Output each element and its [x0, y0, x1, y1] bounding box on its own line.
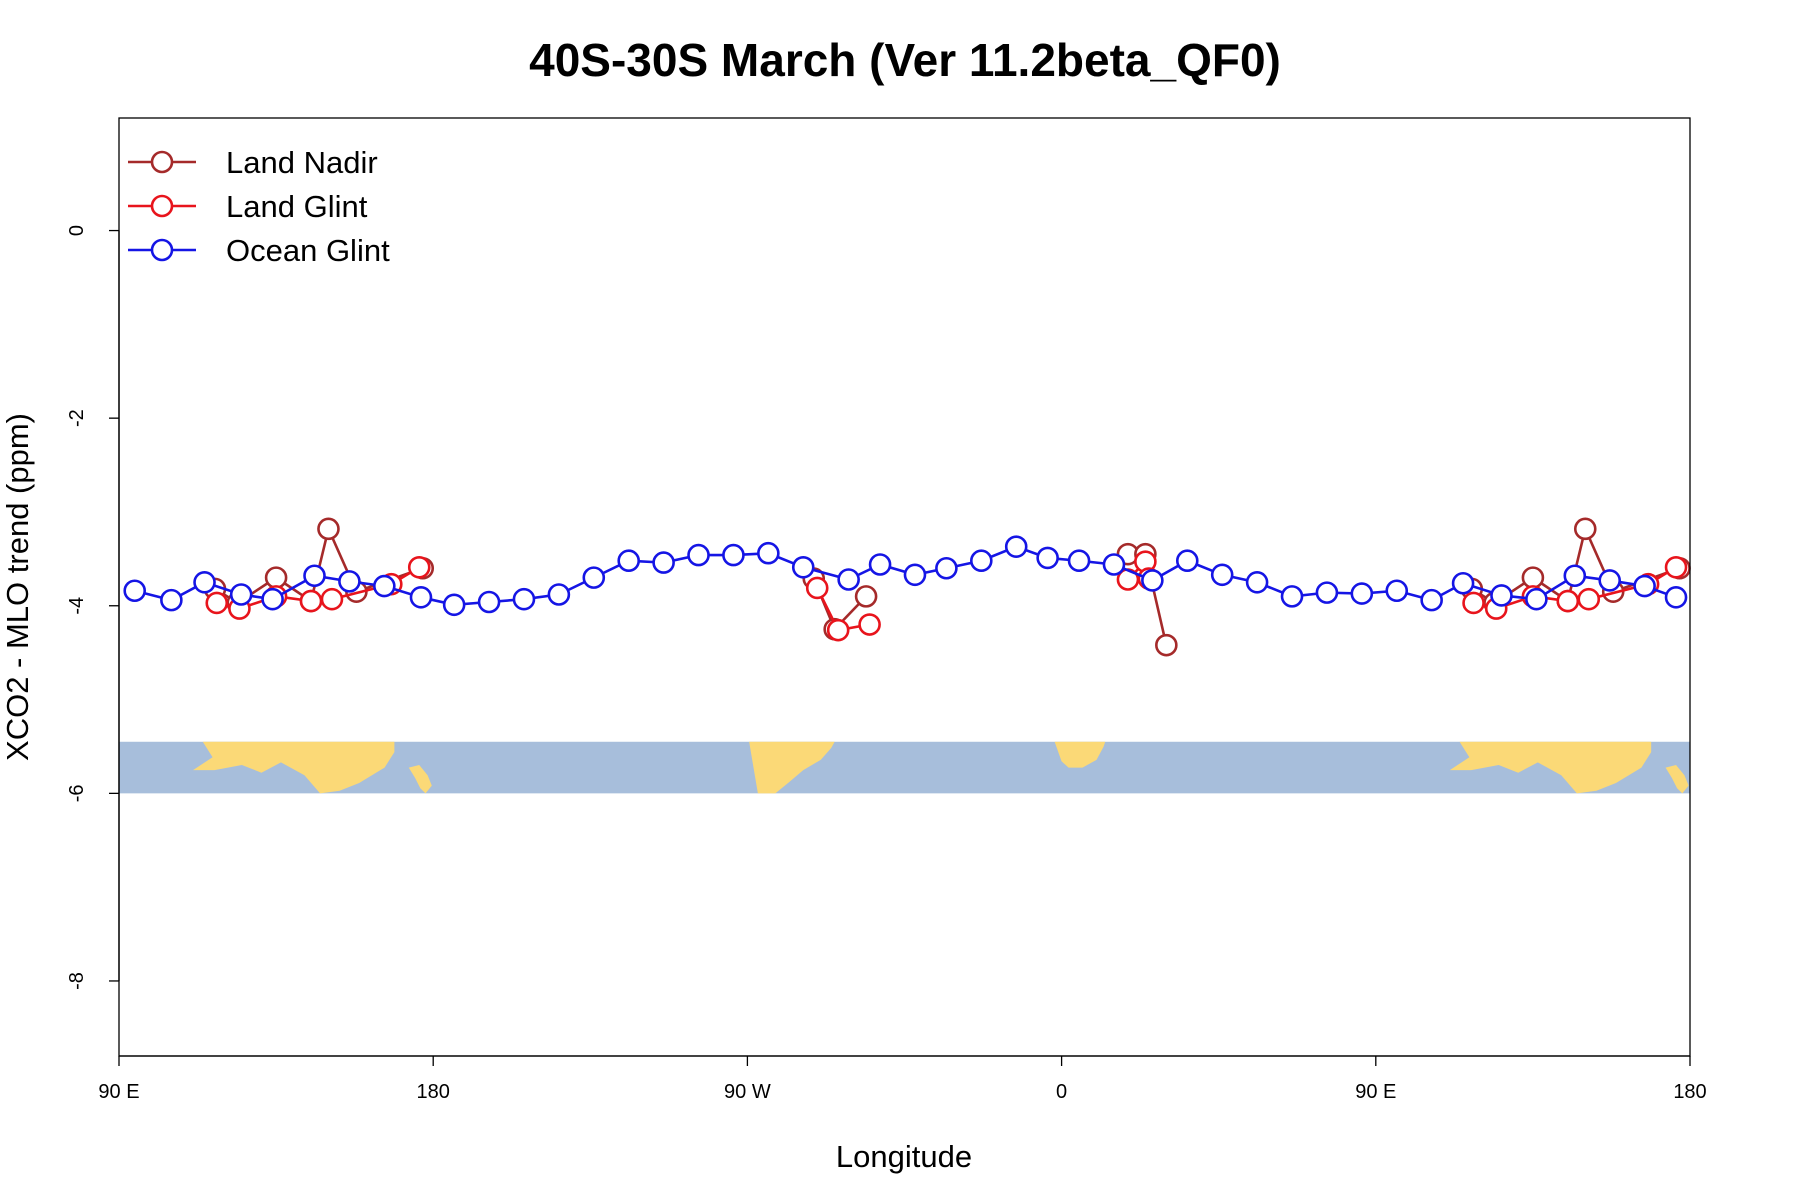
data-point: [582, 566, 606, 589]
data-point: [1664, 556, 1688, 579]
data-point: [826, 618, 850, 642]
legend-label: Land Nadir: [226, 145, 378, 180]
y-tick-label: 0: [66, 225, 88, 236]
south-africa-shape: [1054, 741, 1106, 768]
data-point: [160, 588, 183, 612]
data-point: [205, 591, 229, 615]
south-america-shape: [749, 741, 835, 794]
data-point: [261, 587, 284, 611]
data-point: [1155, 633, 1178, 657]
data-point: [1573, 517, 1597, 541]
data-point: [1004, 535, 1028, 558]
x-tick-label: 90 E: [98, 1081, 139, 1103]
legend-marker: [150, 238, 174, 262]
x-tick-label: 180: [417, 1081, 450, 1103]
data-point: [1141, 569, 1164, 592]
legend-label: Ocean Glint: [226, 233, 390, 268]
x-tick-label: 90 E: [1355, 1081, 1396, 1103]
legend: Land Nadir Land Glint Ocean Glint: [128, 145, 390, 268]
data-point: [1462, 591, 1485, 615]
data-point: [935, 556, 958, 580]
data-point: [858, 613, 881, 636]
data-point: [299, 589, 323, 613]
data-point: [1350, 582, 1374, 605]
data-point: [1598, 569, 1622, 592]
x-tick-label: 180: [1673, 1081, 1706, 1103]
data-point: [1175, 549, 1199, 573]
data-point: [1245, 571, 1269, 594]
legend-item: Ocean Glint: [128, 233, 390, 268]
data-point: [652, 551, 675, 574]
data-point: [1577, 587, 1601, 611]
australia-shape: [193, 741, 395, 794]
data-point: [229, 583, 253, 606]
data-point: [264, 566, 288, 589]
data-point: [903, 563, 927, 587]
data-point: [970, 549, 993, 573]
data-point: [373, 574, 396, 598]
new-zealand-shape: [408, 764, 432, 794]
data-point: [854, 585, 878, 608]
data-point: [1280, 585, 1304, 608]
y-tick-label: -8: [66, 972, 88, 990]
x-axis-label: Longitude: [836, 1139, 972, 1174]
data-point: [1385, 579, 1409, 603]
map-strip: [119, 741, 1690, 794]
data-point: [547, 583, 571, 606]
y-tick-label: -2: [66, 409, 88, 427]
data-point: [477, 590, 501, 614]
data-point: [1664, 586, 1688, 609]
data-point: [1563, 564, 1587, 588]
legend-item: Land Nadir: [128, 145, 378, 180]
data-point: [1451, 571, 1475, 595]
data-point: [1525, 587, 1548, 611]
data-point: [1102, 553, 1126, 576]
data-point: [1420, 588, 1443, 612]
data-point: [442, 593, 466, 617]
data-point: [303, 564, 326, 588]
legend-item: Land Glint: [128, 189, 368, 224]
legend-label: Land Glint: [226, 189, 368, 224]
data-point: [1521, 566, 1545, 589]
data-point: [837, 568, 860, 591]
data-point: [1490, 584, 1513, 607]
data-point: [409, 586, 433, 609]
data-point: [757, 541, 780, 565]
data-point: [1036, 546, 1059, 570]
x-axis: 90 E 180 90 W 0 90 E 180: [98, 1055, 1707, 1103]
chart-title: 40S-30S March (Ver 11.2beta_QF0): [529, 34, 1281, 86]
data-point: [722, 543, 745, 567]
new-zealand-shape: [1665, 764, 1689, 794]
australia-shape: [1449, 741, 1652, 794]
data-point: [320, 587, 344, 611]
data-point: [512, 587, 536, 611]
data-point: [687, 543, 710, 567]
legend-marker: [150, 150, 174, 174]
series-layer: [123, 517, 1691, 657]
data-point: [193, 571, 216, 594]
data-point: [1556, 589, 1580, 613]
data-point: [1315, 581, 1339, 604]
data-point: [791, 556, 815, 579]
x-tick-label: 90 W: [724, 1081, 771, 1103]
data-point: [868, 553, 892, 576]
data-point: [317, 517, 340, 541]
data-point: [1633, 574, 1656, 598]
y-tick-label: -4: [66, 597, 88, 615]
y-axis: 0 -2 -4 -6 -8: [66, 225, 120, 990]
data-point: [1210, 563, 1234, 587]
legend-marker: [150, 194, 174, 218]
data-point: [123, 579, 147, 603]
data-point: [338, 570, 361, 593]
x-tick-label: 0: [1056, 1081, 1067, 1103]
data-point: [407, 556, 431, 579]
y-axis-label: XCO2 - MLO trend (ppm): [0, 413, 35, 761]
data-point: [1067, 549, 1091, 573]
series-ocean-glint: [123, 535, 1688, 617]
data-point: [805, 576, 829, 600]
y-tick-label: -6: [66, 784, 88, 802]
data-point: [617, 549, 641, 573]
